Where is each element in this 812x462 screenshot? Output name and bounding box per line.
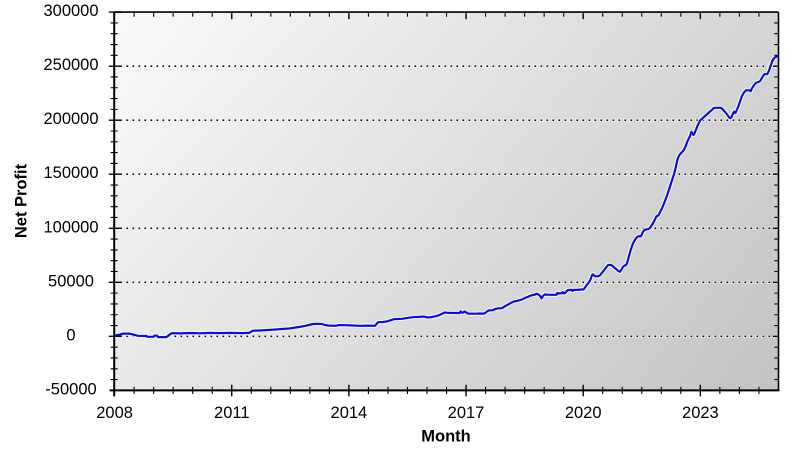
svg-text:50000: 50000	[48, 272, 94, 290]
svg-text:150000: 150000	[43, 164, 98, 182]
svg-text:2014: 2014	[331, 404, 368, 422]
svg-text:2011: 2011	[214, 404, 249, 422]
svg-text:2020: 2020	[565, 404, 602, 422]
svg-text:300000: 300000	[43, 2, 98, 20]
svg-text:200000: 200000	[43, 110, 98, 128]
svg-text:250000: 250000	[43, 56, 98, 74]
svg-text:-50000: -50000	[45, 380, 96, 398]
svg-text:Month: Month	[421, 428, 470, 446]
svg-text:2017: 2017	[448, 404, 485, 422]
svg-text:0: 0	[66, 326, 75, 344]
svg-text:2023: 2023	[682, 404, 719, 422]
svg-text:2008: 2008	[96, 404, 133, 422]
svg-text:100000: 100000	[43, 218, 98, 236]
svg-text:Net Profit: Net Profit	[13, 163, 31, 238]
